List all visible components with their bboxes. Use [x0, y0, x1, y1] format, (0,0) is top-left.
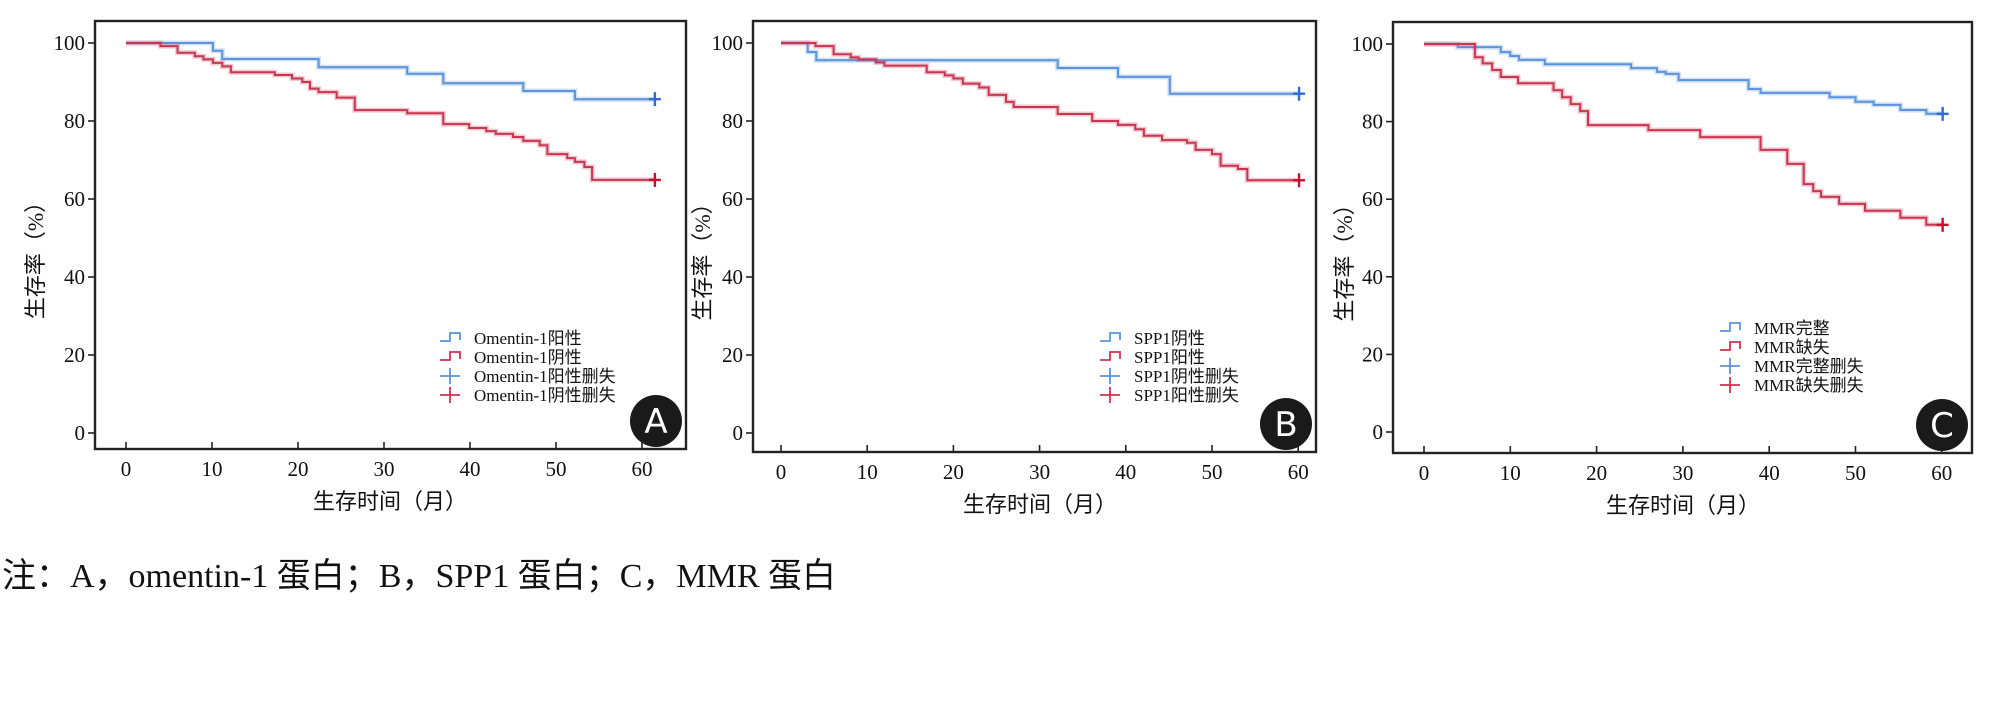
x-tick-label: 10	[1500, 461, 1521, 485]
panel-badge-label: B	[1274, 405, 1297, 445]
x-tick-label: 10	[857, 460, 878, 484]
y-axis-title: 生存率（%）	[1332, 193, 1357, 321]
legend-label: MMR完整	[1754, 319, 1830, 338]
panel-badge-label: A	[644, 402, 667, 442]
x-axis-title: 生存时间（月）	[313, 489, 467, 514]
x-tick-label: 40	[1115, 460, 1136, 484]
panel-b: 0 20 40 60 80 100 0 10 20 30 40 50 60 生存率（%） 生存时间（月） SP…	[690, 19, 1318, 517]
x-tick-label: 20	[1586, 461, 1607, 485]
x-tick-label: 10	[202, 457, 223, 481]
panel-badge	[1260, 398, 1312, 450]
x-axis-title: 生存时间（月）	[963, 492, 1117, 517]
y-tick-label: 60	[1362, 187, 1383, 211]
y-tick-label: 40	[1362, 265, 1383, 289]
x-tick-label: 20	[288, 457, 309, 481]
x-tick-label: 60	[632, 457, 653, 481]
x-tick-label: 20	[943, 460, 964, 484]
x-tick-label: 50	[1845, 461, 1866, 485]
legend-step-icon	[440, 351, 461, 361]
x-tick-label: 40	[460, 457, 481, 481]
y-tick-label: 100	[712, 31, 744, 55]
y-tick-label: 80	[722, 109, 743, 133]
plot-frame	[1391, 20, 1974, 455]
legend-label: SPP1阴性删失	[1134, 367, 1239, 386]
y-tick-label: 100	[54, 31, 86, 55]
legend-label: MMR缺失删失	[1754, 376, 1864, 395]
legend-step-icon	[1100, 332, 1121, 342]
panel-badge	[1916, 399, 1968, 451]
legend-label: Omentin-1阳性删失	[474, 367, 616, 386]
legend-label: MMR完整删失	[1754, 357, 1864, 376]
y-tick-label: 40	[64, 265, 85, 289]
x-tick-label: 30	[1672, 461, 1693, 485]
plot-frame	[751, 19, 1318, 454]
panel-badge-label: C	[1930, 406, 1954, 446]
legend-step-icon	[1100, 351, 1121, 361]
x-tick-label: 30	[374, 457, 395, 481]
legend-label: Omentin-1阴性删失	[474, 386, 616, 405]
y-tick-label: 80	[64, 109, 85, 133]
x-tick-label: 0	[1419, 461, 1430, 485]
y-tick-label: 0	[733, 421, 744, 445]
y-tick-label: 0	[75, 421, 86, 445]
legend-step-icon	[1720, 322, 1741, 332]
y-tick-label: 20	[64, 343, 85, 367]
x-tick-label: 40	[1759, 461, 1780, 485]
plot-frame	[93, 19, 688, 451]
figure-caption: 注：A，omentin-1 蛋白；B，SPP1 蛋白；C，MMR 蛋白	[2, 558, 837, 595]
survival-curve-group2	[1424, 43, 1943, 226]
y-tick-label: 60	[64, 187, 85, 211]
survival-curve-group1	[781, 42, 1300, 95]
legend-label: Omentin-1阴性	[474, 348, 582, 367]
legend-step-icon	[440, 332, 461, 342]
y-tick-label: 0	[1373, 420, 1384, 444]
y-tick-label: 20	[1362, 342, 1383, 366]
y-tick-label: 40	[722, 265, 743, 289]
survival-curve-halo	[781, 40, 1300, 97]
legend-label: MMR缺失	[1754, 338, 1830, 357]
panel-badge	[630, 395, 682, 447]
x-tick-label: 60	[1288, 460, 1309, 484]
survival-curve-group2	[781, 42, 1300, 182]
legend-label: SPP1阳性	[1134, 348, 1205, 367]
survival-curve-group1	[1424, 43, 1943, 115]
x-tick-label: 0	[121, 457, 132, 481]
y-tick-label: 20	[722, 343, 743, 367]
panel-a: 0 20 40 60 80 100 0 10 20 30 40 50 60 生存率（%） 生存时间（月） Om…	[23, 19, 688, 514]
x-tick-label: 60	[1931, 461, 1952, 485]
x-tick-label: 50	[1202, 460, 1223, 484]
x-tick-label: 0	[776, 460, 787, 484]
legend-step-icon	[1720, 341, 1741, 351]
survival-curve-group2	[126, 42, 655, 181]
x-axis-title: 生存时间（月）	[1606, 493, 1760, 518]
legend-label: SPP1阴性	[1134, 329, 1205, 348]
y-tick-label: 60	[722, 187, 743, 211]
x-tick-label: 30	[1029, 460, 1050, 484]
x-tick-label: 50	[546, 457, 567, 481]
legend-label: SPP1阳性删失	[1134, 386, 1239, 405]
survival-curve-halo	[1424, 41, 1943, 228]
y-axis-title: 生存率（%）	[23, 191, 48, 319]
y-axis-title: 生存率（%）	[690, 192, 715, 320]
y-tick-label: 80	[1362, 110, 1383, 134]
survival-curve-group1	[126, 42, 655, 101]
y-tick-label: 100	[1352, 32, 1384, 56]
legend-label: Omentin-1阳性	[474, 329, 582, 348]
